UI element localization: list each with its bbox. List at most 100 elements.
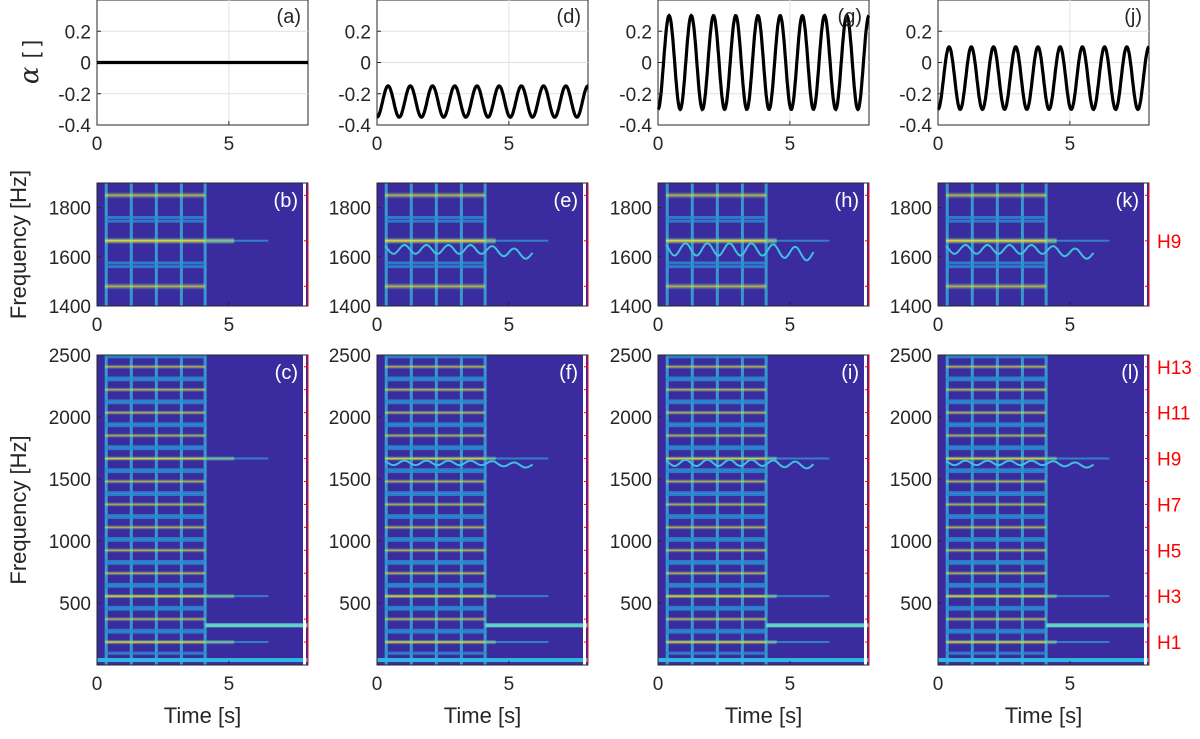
y-tick-label: 1500 [49,470,91,491]
subharmonic-band [945,493,1047,496]
harmonic-label: H1 [1157,633,1181,654]
subharmonic-band [104,468,206,472]
y-tick-label: 1400 [610,297,652,318]
harmonic-band [384,387,486,393]
spectrogram-content [945,183,1110,306]
x-tick-label: 0 [653,315,664,336]
y-tick-label: 500 [59,594,91,615]
subharmonic-band [384,651,486,655]
subharmonic-band [945,584,1047,588]
harmonic-band [104,616,206,622]
y-tick-label: 1500 [329,470,371,491]
subharmonic-band [104,559,206,563]
harmonic-band [945,501,1047,507]
subharmonic-band [945,376,1047,380]
harmonic-band [665,501,767,507]
subharmonic-band [665,514,767,518]
subharmonic-band [104,515,206,519]
alpha-ylabel: α [ ] [15,40,45,84]
x-tick-label: 0 [933,315,944,336]
harmonic-band [945,547,1047,553]
y-tick-label: 0.2 [65,22,91,43]
x-tick-label: 5 [785,315,796,336]
subharmonic-band [384,514,486,518]
harmonic-label: H9 [1157,232,1181,253]
harmonic-band [945,478,1047,484]
subharmonic-band [665,515,767,519]
subharmonic-band [104,261,206,265]
subharmonic-band [104,219,206,223]
y-tick-label: -0.2 [338,85,371,106]
harmonic-band [384,478,486,484]
subharmonic-band [384,559,486,563]
harmonic-band [104,547,206,553]
subharmonic-band [384,447,486,451]
note-onset-line [995,183,999,306]
subharmonic-band [104,355,206,359]
note-onset-line [764,183,768,306]
note-onset-line [384,355,388,665]
alpha-series-line [656,13,871,112]
modulation-trace [384,459,534,469]
subharmonic-band [945,447,1047,451]
spectrogram-edge-strip [583,355,586,665]
harmonic-band [104,456,235,462]
harmonic-band [665,387,767,393]
subharmonic-band [384,401,486,405]
x-tick-label: 5 [1065,315,1076,336]
subharmonic-band [104,651,206,655]
panel-label: (b) [274,190,298,212]
y-tick-label: -0.2 [619,85,652,106]
subharmonic-band [665,630,767,634]
subharmonic-band [104,561,206,565]
subharmonic-band [665,355,767,359]
note-onset-line [740,183,744,306]
y-tick-label: 2000 [49,408,91,429]
subharmonic-band [945,491,1047,495]
note-onset-line [459,183,463,306]
harmonic-band [104,237,235,245]
harmonic-band [384,191,486,199]
note-onset-line [715,355,719,665]
subharmonic-band [665,559,767,563]
subharmonic-band [384,628,486,632]
y-tick-label: 0 [80,54,91,75]
spectrogram-edge-strip [583,183,586,306]
subharmonic-band [945,355,1047,359]
y-tick-label: 500 [900,594,932,615]
subharmonic-band [384,491,486,495]
note-onset-line [483,183,487,306]
spectrogram-content [938,355,1149,665]
y-tick-label: 2500 [329,346,371,367]
note-onset-line [203,183,207,306]
subharmonic-band [665,378,767,382]
subharmonic-band [384,265,486,269]
subharmonic-band [384,422,486,426]
subharmonic-band [665,628,767,632]
subharmonic-band [945,582,1047,586]
alpha-axes-1: 0.20-0.2-0.40 5(d) [338,0,589,155]
harmonic-band [104,570,206,576]
subharmonic-band [384,399,486,403]
subharmonic-band [945,514,1047,518]
x-tick-label: 5 [1065,674,1076,695]
subharmonic-band [384,376,486,380]
subharmonic-band [384,355,486,357]
spectrogram-axes-2-2: 2500 2000 1500 1000 500 0 5 (i) Time [s] [610,346,870,728]
subharmonic-band [384,424,486,428]
subharmonic-band [945,468,1047,472]
x-tick-label: 5 [224,674,235,695]
note-onset-line [764,355,768,665]
harmonic-band [384,570,486,576]
baseline-tone [377,658,588,663]
y-tick-label: 1800 [49,199,91,220]
y-tick-label: 1600 [610,248,652,269]
subharmonic-band [104,582,206,586]
subharmonic-band [384,561,486,565]
subharmonic-band [945,261,1047,265]
spectrogram-content [658,355,869,665]
harmonic-band [665,593,777,599]
subharmonic-band [945,399,1047,403]
x-tick-label: 0 [92,315,103,336]
